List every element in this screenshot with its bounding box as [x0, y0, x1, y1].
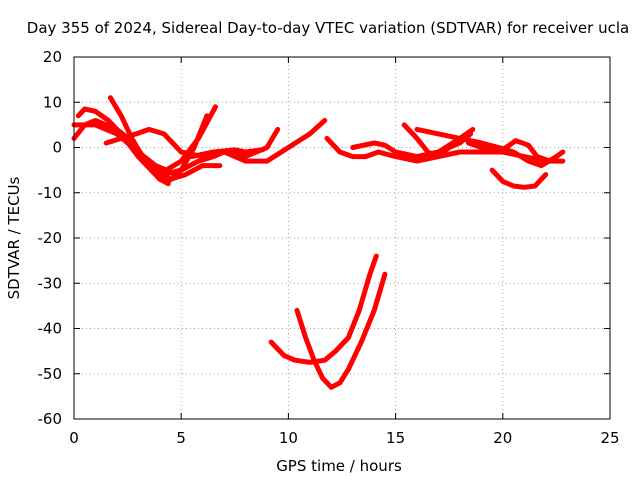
series-arc-m: [489, 167, 549, 190]
grid-layer: [74, 57, 610, 419]
series-layer: [71, 95, 566, 390]
x-tick-label: 10: [279, 429, 298, 447]
y-tick-label: -60: [38, 410, 63, 428]
series-arc-j: [401, 122, 474, 160]
y-axis-title: SDTVAR / TECUs: [5, 176, 23, 299]
y-tick-label: -20: [38, 229, 63, 247]
y-tick-label: 20: [43, 48, 62, 66]
tick-layer: 0 5 10 15 20 25 20 10 0 -10 -20 -30 -40 -50 -60: [38, 48, 620, 447]
x-tick-label: 0: [69, 429, 79, 447]
y-tick-label: 0: [52, 139, 62, 157]
series-arc-o: [294, 271, 388, 390]
series-arc-g: [189, 147, 266, 160]
x-tick-label: 20: [493, 429, 512, 447]
x-tick-label: 5: [176, 429, 186, 447]
y-tick-label: -10: [38, 184, 63, 202]
chart-title: Day 355 of 2024, Sidereal Day-to-day VTE…: [27, 19, 629, 37]
series-arc-i: [350, 126, 476, 160]
y-tick-label: 10: [43, 93, 62, 111]
x-axis-title: GPS time / hours: [276, 457, 402, 475]
y-tick-label: -50: [38, 365, 63, 383]
series-arc-b: [71, 104, 218, 173]
x-tick-label: 25: [600, 429, 619, 447]
series-arc-l: [466, 138, 566, 164]
series-arc-n: [268, 253, 379, 365]
y-tick-label: -30: [38, 274, 63, 292]
x-tick-label: 15: [386, 429, 405, 447]
y-tick-label: -40: [38, 320, 63, 338]
series-arc-c: [75, 106, 171, 187]
